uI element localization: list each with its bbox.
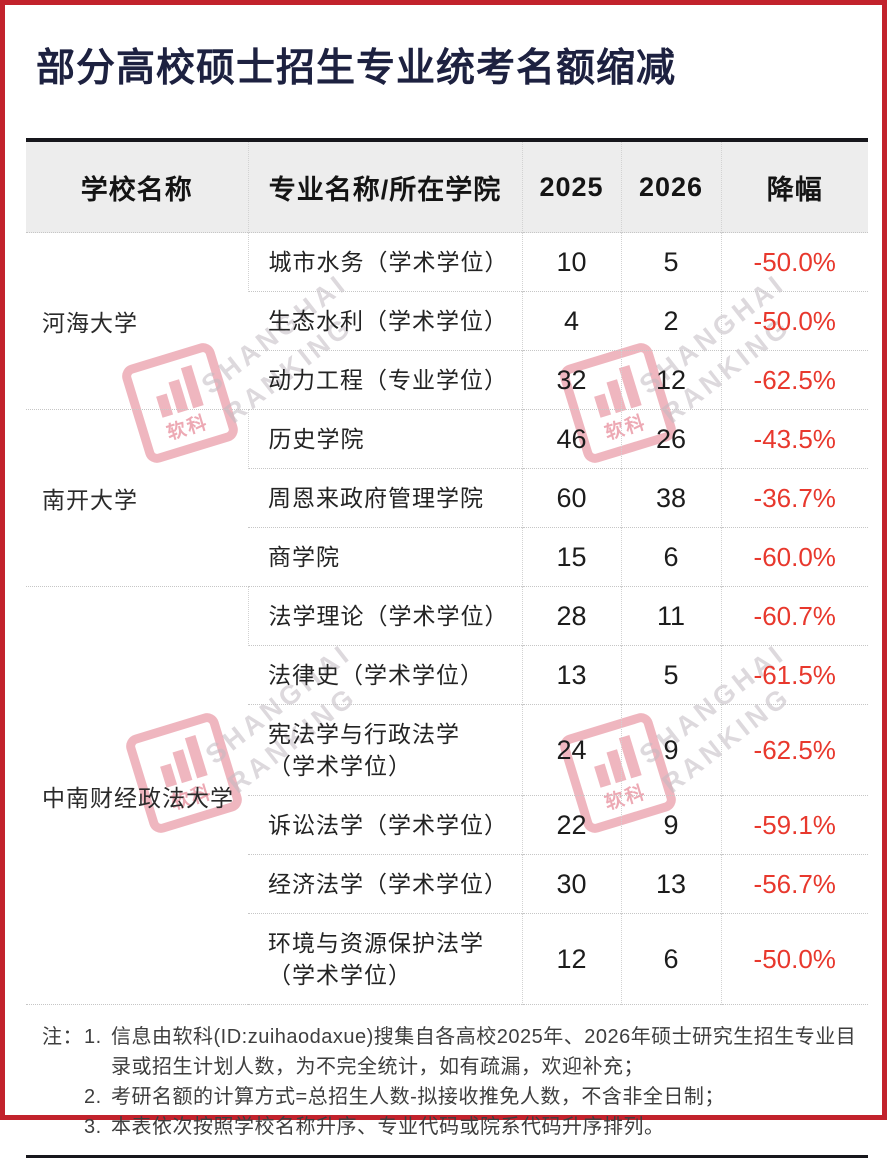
value-2026-cell: 12 — [620, 350, 721, 410]
school-cell: 南开大学 — [26, 409, 248, 587]
major-cell: 法学理论（学术学位） — [247, 586, 522, 646]
value-2026-cell: 6 — [620, 527, 721, 587]
value-2025-cell: 4 — [521, 291, 621, 351]
value-2026-cell: 9 — [620, 704, 721, 796]
header-row: 学校名称 专业名称/所在学院 2025 2026 降幅 — [26, 140, 868, 233]
major-cell: 诉讼法学（学术学位） — [248, 795, 522, 855]
major-cell: 商学院 — [248, 527, 522, 587]
drop-cell: -62.5% — [720, 350, 868, 410]
infographic-page: 部分高校硕士招生专业统考名额缩减 软科 SHANGHAI RANKING 软科 S… — [5, 47, 882, 1158]
major-cell: 动力工程（专业学位） — [248, 350, 522, 410]
footnote-prefix: 注： — [42, 1026, 83, 1048]
table-row: 生态水利（学术学位） 4 2 -50.0% — [26, 291, 868, 351]
major-cell: 城市水务（学术学位） — [247, 232, 522, 292]
table-row: 商学院 15 6 -60.0% — [26, 527, 868, 587]
col-header-2026: 2026 — [620, 140, 721, 233]
col-header-major: 专业名称/所在学院 — [247, 140, 522, 233]
drop-cell: -60.0% — [720, 527, 868, 587]
drop-cell: -43.5% — [720, 409, 868, 469]
value-2025-cell: 28 — [521, 586, 621, 646]
value-2025-cell: 10 — [521, 232, 621, 292]
major-cell: 生态水利（学术学位） — [248, 291, 522, 351]
table-row: 南开大学 历史学院 46 26 -43.5% — [26, 409, 868, 587]
value-2026-cell: 2 — [620, 291, 721, 351]
value-2026-cell: 9 — [620, 795, 721, 855]
value-2026-cell: 38 — [620, 468, 721, 528]
table-row: 动力工程（专业学位） 32 12 -62.5% — [26, 350, 868, 410]
school-cell: 河海大学 — [26, 232, 248, 410]
major-cell: 经济法学（学术学位） — [248, 854, 522, 914]
drop-cell: -36.7% — [720, 468, 868, 528]
table-row: 环境与资源保护法学 （学术学位） 12 6 -50.0% — [26, 913, 868, 1005]
value-2025-cell: 32 — [521, 350, 621, 410]
col-header-2025: 2025 — [521, 140, 621, 233]
table-row: 河海大学 城市水务（学术学位） 10 5 -50.0% — [26, 232, 868, 410]
table-row: 宪法学与行政法学 （学术学位） 24 9 -62.5% — [26, 704, 868, 796]
drop-cell: -60.7% — [720, 586, 868, 646]
value-2025-cell: 15 — [521, 527, 621, 587]
value-2025-cell: 22 — [521, 795, 621, 855]
value-2026-cell: 5 — [620, 645, 721, 705]
school-cell: 中南财经政法大学 — [26, 586, 248, 1005]
value-2025-cell: 12 — [521, 913, 621, 1005]
drop-cell: -50.0% — [720, 913, 868, 1005]
col-header-drop: 降幅 — [720, 140, 868, 233]
value-2026-cell: 6 — [620, 913, 721, 1005]
table-row: 法律史（学术学位） 13 5 -61.5% — [26, 645, 868, 705]
major-cell: 历史学院 — [247, 409, 522, 469]
drop-cell: -50.0% — [720, 232, 868, 292]
footnote-item: 3. 本表依次按照学校名称升序、专业代码或院系代码升序排列。 — [84, 1116, 665, 1138]
value-2025-cell: 13 — [521, 645, 621, 705]
table-row: 周恩来政府管理学院 60 38 -36.7% — [26, 468, 868, 528]
quota-table: 学校名称 专业名称/所在学院 2025 2026 降幅 河海大学 城市水务（学术… — [26, 138, 868, 1005]
table-area: 软科 SHANGHAI RANKING 软科 SHANGHAI RANKING 软科… — [26, 138, 868, 1158]
drop-cell: -59.1% — [720, 795, 868, 855]
table-row: 诉讼法学（学术学位） 22 9 -59.1% — [26, 795, 868, 855]
footnote-item: 1. 信息由软科(ID:zuihaodaxue)搜集自各高校2025年、2026… — [84, 1026, 857, 1078]
drop-cell: -62.5% — [720, 704, 868, 796]
col-header-school: 学校名称 — [26, 140, 248, 233]
value-2025-cell: 60 — [521, 468, 621, 528]
major-cell: 环境与资源保护法学 （学术学位） — [248, 913, 522, 1005]
value-2025-cell: 30 — [521, 854, 621, 914]
value-2025-cell: 46 — [521, 409, 621, 469]
table-row: 经济法学（学术学位） 30 13 -56.7% — [26, 854, 868, 914]
drop-cell: -56.7% — [720, 854, 868, 914]
drop-cell: -50.0% — [720, 291, 868, 351]
value-2026-cell: 11 — [620, 586, 721, 646]
footnotes: 注： 1. 信息由软科(ID:zuihaodaxue)搜集自各高校2025年、2… — [26, 1005, 867, 1142]
value-2026-cell: 5 — [620, 232, 721, 292]
table-row: 中南财经政法大学 法学理论（学术学位） 28 11 -60.7% — [26, 586, 868, 1005]
value-2025-cell: 24 — [521, 704, 621, 796]
major-cell: 宪法学与行政法学 （学术学位） — [248, 704, 522, 796]
major-cell: 周恩来政府管理学院 — [248, 468, 522, 528]
value-2026-cell: 26 — [620, 409, 721, 469]
page-title: 部分高校硕士招生专业统考名额缩减 — [36, 47, 677, 90]
major-cell: 法律史（学术学位） — [248, 645, 522, 705]
drop-cell: -61.5% — [720, 645, 868, 705]
footnote-item: 2. 考研名额的计算方式=总招生人数-拟接收推免人数，不含非全日制； — [84, 1086, 725, 1108]
value-2026-cell: 13 — [620, 854, 721, 914]
